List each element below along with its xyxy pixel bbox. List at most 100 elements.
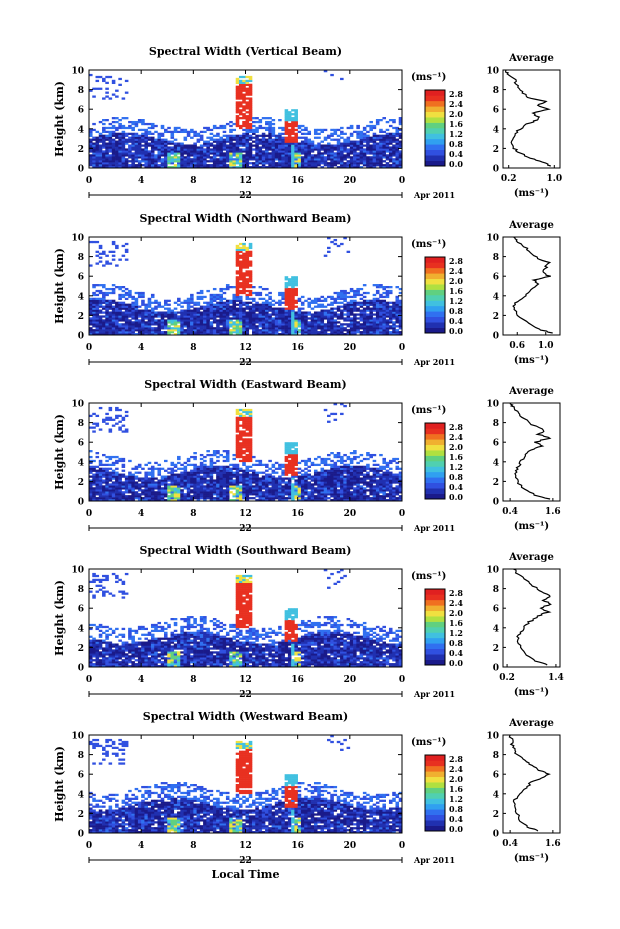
avg-y-tick-label: 4 [493, 458, 499, 468]
colorbar-tick-label: 2.0 [449, 276, 463, 286]
avg-x-tick-label: 1.6 [545, 507, 561, 517]
average-title: Average [508, 552, 554, 563]
x-tick-label: 12 [239, 841, 252, 851]
y-tick-label: 4 [78, 125, 84, 135]
x-tick-label: 8 [190, 343, 196, 353]
colorbar-swatch [425, 316, 445, 323]
colorbar-tick-label: 2.8 [449, 89, 463, 99]
panel-3: Spectral Width (Eastward Beam) 0 2 4 6 8 10 Hei… [53, 378, 561, 534]
colorbar-swatch [425, 621, 445, 628]
colorbar-tick-label: 1.2 [449, 462, 463, 472]
colorbar-tick-label: 0.4 [449, 149, 463, 159]
y-tick-label: 6 [78, 439, 84, 449]
x-tick-label: 16 [291, 509, 304, 519]
colorbar-tick-label: 2.4 [449, 432, 463, 442]
colorbar-tick-label: 2.8 [449, 422, 463, 432]
heatmap-cells [89, 403, 403, 502]
x-tick-label: 4 [138, 509, 144, 519]
x-tick-label: 12 [239, 675, 252, 685]
avg-x-tick-label: 0.4 [502, 507, 518, 517]
avg-y-tick-label: 6 [493, 106, 499, 116]
colorbar-swatch [425, 820, 445, 826]
colorbar-tick-label: 0.0 [449, 326, 463, 336]
colorbar-tick-label: 0.8 [449, 472, 463, 482]
colorbar-swatch [425, 814, 445, 821]
average-title: Average [508, 386, 554, 397]
heatmap-cells [89, 569, 403, 668]
colorbar-swatch [425, 160, 445, 167]
colorbar-swatch [425, 257, 445, 263]
avg-y-tick-label: 6 [493, 273, 499, 283]
avg-y-tick-label: 0 [493, 165, 499, 175]
average-frame [502, 69, 561, 169]
x-tick-label: 12 [239, 343, 252, 353]
avg-y-tick-label: 2 [493, 810, 499, 820]
average-frame [502, 734, 561, 834]
avg-y-tick-label: 0 [493, 830, 499, 840]
colorbar-tick-label: 2.0 [449, 442, 463, 452]
colorbar-swatch [425, 300, 445, 307]
x-tick-label: 16 [291, 343, 304, 353]
date-label: Apr 2011 [413, 523, 455, 533]
y-tick-label: 2 [78, 312, 84, 322]
avg-x-tick-label: 0.2 [499, 673, 515, 683]
avg-x-tick-label: 0.2 [501, 174, 517, 184]
colorbar-swatch [425, 798, 445, 805]
colorbar-tick-label: 2.4 [449, 598, 463, 608]
y-tick-label: 8 [78, 751, 84, 761]
y-tick-label: 2 [78, 478, 84, 488]
panel-title: Spectral Width (Eastward Beam) [144, 378, 346, 391]
colorbar-swatch [425, 643, 445, 650]
panel-title: Spectral Width (Southward Beam) [139, 544, 351, 557]
x-tick-label: 16 [291, 176, 304, 186]
y-tick-label: 4 [78, 292, 84, 302]
avg-x-tick-label: 1.0 [546, 174, 562, 184]
avg-x-label: (ms⁻¹) [514, 355, 549, 366]
colorbar-frame [424, 754, 446, 832]
y-tick-label: 8 [78, 419, 84, 429]
average-profile-line [512, 236, 553, 334]
colorbar-tick-label: 1.6 [449, 286, 463, 296]
colorbar: 2.82.42.01.61.20.80.40.0 [424, 422, 463, 502]
avg-y-tick-label: 4 [493, 292, 499, 302]
day-label: 22 [239, 191, 252, 201]
x-tick-label: 4 [138, 841, 144, 851]
colorbar-swatch [425, 155, 445, 161]
colorbar-tick-label: 2.8 [449, 588, 463, 598]
average-profile-line [508, 734, 551, 832]
y-axis-label: Height (km) [53, 414, 66, 490]
avg-y-tick-label: 2 [493, 478, 499, 488]
x-tick-label: 12 [239, 176, 252, 186]
colorbar-frame [424, 256, 446, 334]
colorbar-swatch [425, 771, 445, 778]
average-frame [502, 402, 561, 502]
colorbar-swatch [425, 295, 445, 301]
colorbar-swatch [425, 594, 445, 601]
avg-x-tick-label: 1.0 [538, 341, 554, 351]
colorbar-swatch [425, 589, 445, 595]
panel-4: Spectral Width (Southward Beam) 0 2 4 6 8 10 He… [53, 544, 564, 700]
x-tick-label: 20 [344, 176, 357, 186]
y-tick-label: 6 [78, 273, 84, 283]
avg-y-tick-label: 2 [493, 145, 499, 155]
colorbar-swatch [425, 273, 445, 280]
y-tick-label: 4 [78, 458, 84, 468]
colorbar-tick-label: 0.8 [449, 306, 463, 316]
y-tick-label: 2 [78, 810, 84, 820]
colorbar-swatch [425, 423, 445, 429]
y-axis-label: Height (km) [53, 248, 66, 324]
y-tick-label: 2 [78, 145, 84, 155]
average-frame [502, 568, 561, 668]
colorbar-tick-label: 0.0 [449, 492, 463, 502]
colorbar-swatch [425, 776, 445, 783]
colorbar-swatch [425, 809, 445, 816]
x-tick-label: 20 [344, 343, 357, 353]
colorbar-swatch [425, 477, 445, 484]
colorbar: 2.82.42.01.61.20.80.40.0 [424, 754, 463, 834]
colorbar-frame [424, 89, 446, 167]
average-profile-line [509, 402, 552, 500]
colorbar-unit: (ms⁻¹) [411, 72, 446, 83]
x-tick-label: 8 [190, 675, 196, 685]
colorbar-swatch [425, 654, 445, 660]
day-label: 22 [239, 524, 252, 534]
